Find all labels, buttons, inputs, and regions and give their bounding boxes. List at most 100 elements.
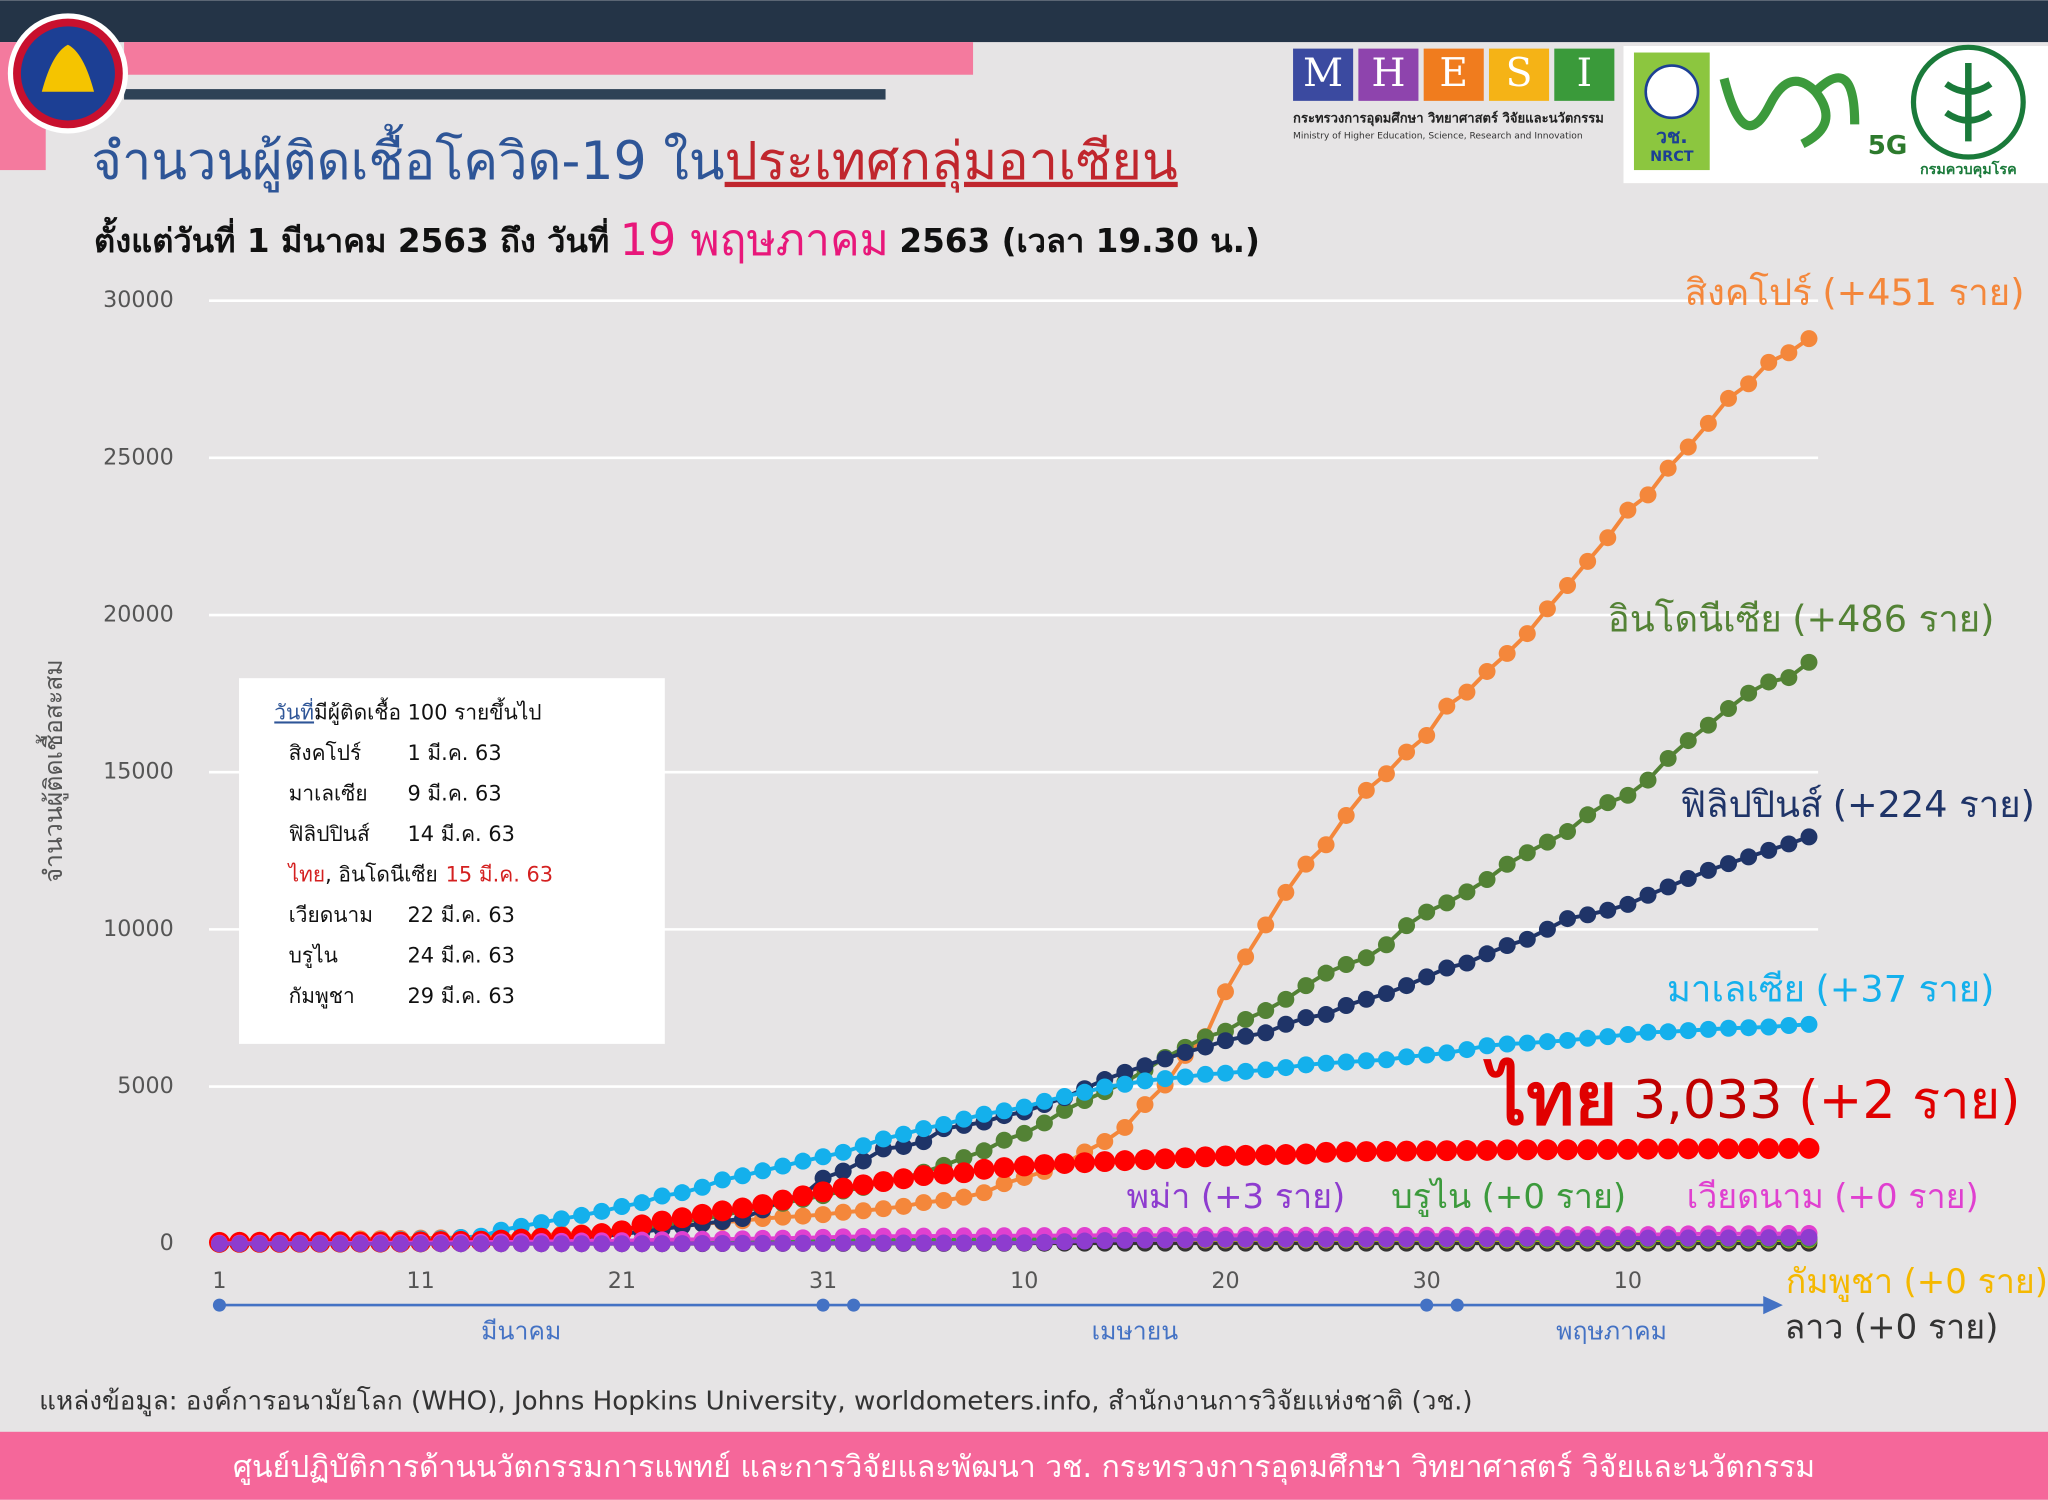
data-point — [1136, 1057, 1154, 1075]
data-point — [874, 1234, 892, 1252]
data-point — [1679, 732, 1697, 750]
data-point — [754, 1162, 772, 1180]
data-point — [1176, 1231, 1194, 1249]
mhesi-box — [1423, 48, 1484, 101]
footer-bar — [0, 1431, 2048, 1500]
data-point — [915, 1234, 933, 1252]
data-point — [1518, 625, 1536, 643]
data-point — [752, 1194, 774, 1216]
subtitle: ตั้งแต่วันที่ 1 มีนาคม 2563 ถึง วันที่ 19… — [94, 215, 1260, 266]
series-label: สิงคโปร์ (+451 ราย) — [1685, 271, 2025, 314]
data-point — [653, 1187, 671, 1205]
series-name: บรูไน — [1391, 1176, 1471, 1216]
data-point — [955, 1149, 973, 1167]
inset-country: ไทย — [287, 862, 326, 886]
data-point — [1337, 1230, 1355, 1248]
data-point — [1216, 1064, 1234, 1082]
mhesi-thai: กระทรวงการอุดมศึกษา วิทยาศาสตร์ วิจัยและ… — [1293, 111, 1604, 127]
data-point — [1619, 895, 1637, 913]
data-point — [1156, 1070, 1174, 1088]
data-point — [1355, 1141, 1377, 1163]
data-point — [1076, 1083, 1094, 1101]
data-point — [1498, 855, 1516, 873]
inset-background — [239, 678, 665, 1044]
data-point — [651, 1210, 673, 1232]
data-point — [1800, 653, 1818, 671]
data-point — [392, 1235, 410, 1253]
series-label: เวียดนาม (+0 ราย) — [1687, 1176, 1979, 1216]
data-point — [1398, 1048, 1416, 1066]
series-label: ลาว (+0 ราย) — [1785, 1307, 1999, 1347]
data-point — [1357, 1230, 1375, 1248]
data-point — [1317, 964, 1335, 982]
data-point — [995, 1102, 1013, 1120]
x-tick-label: 21 — [608, 1268, 636, 1294]
data-point — [1377, 765, 1395, 783]
data-point — [1559, 910, 1577, 928]
data-point — [1679, 438, 1697, 456]
data-point — [852, 1174, 874, 1196]
mhesi-letter: S — [1506, 51, 1533, 96]
data-point — [1778, 1137, 1800, 1159]
data-point — [1538, 1033, 1556, 1051]
data-point — [1780, 1229, 1798, 1247]
data-point — [1538, 833, 1556, 851]
data-point — [1740, 1229, 1758, 1247]
data-point — [593, 1235, 611, 1253]
data-point — [573, 1235, 591, 1253]
data-point — [1337, 956, 1355, 974]
ddc-emblem — [1944, 62, 1993, 142]
data-point — [895, 1137, 913, 1155]
data-point — [874, 1200, 892, 1218]
data-point — [1074, 1152, 1096, 1174]
month-end — [1420, 1298, 1434, 1312]
data-point — [1800, 330, 1818, 348]
mhesi-box — [1554, 48, 1615, 101]
data-point — [814, 1148, 832, 1166]
data-point — [1398, 1230, 1416, 1248]
data-point — [671, 1207, 693, 1229]
data-point — [1418, 1230, 1436, 1248]
data-point — [1257, 1024, 1275, 1042]
inset-country: เวียดนาม — [289, 903, 373, 927]
data-point — [1679, 870, 1697, 888]
series-label: อินโดนีเซีย (+486 ราย) — [1608, 597, 1995, 640]
inset-country: ฟิลิปปินส์ — [289, 822, 370, 846]
data-point — [774, 1234, 792, 1252]
data-point — [1720, 1019, 1737, 1037]
data-point — [1518, 930, 1536, 948]
ddc-name: กรมควบคุมโรค — [1920, 160, 2017, 178]
series-name: ฟิลิปปินส์ — [1680, 783, 1822, 826]
data-point — [1619, 1229, 1637, 1247]
data-point — [691, 1203, 713, 1225]
y-tick-label: 5000 — [117, 1073, 173, 1099]
data-point — [1478, 945, 1496, 963]
data-point — [975, 1184, 993, 1202]
data-point — [1657, 1138, 1679, 1160]
data-point — [1418, 903, 1436, 921]
data-point — [1176, 1043, 1194, 1061]
y-tick-label: 0 — [160, 1230, 174, 1256]
data-point — [1015, 1098, 1033, 1116]
data-point — [1498, 1035, 1516, 1053]
data-point — [1056, 1101, 1073, 1119]
footer-text: ศูนย์ปฏิบัติการด้านนวัตกรรมการแพทย์ และก… — [233, 1450, 1815, 1486]
data-point — [1134, 1149, 1156, 1171]
data-point — [1559, 1031, 1577, 1049]
data-point — [834, 1143, 852, 1161]
data-point — [1056, 1088, 1073, 1105]
data-point — [271, 1235, 289, 1253]
data-point — [1216, 983, 1234, 1001]
data-point — [1579, 552, 1597, 570]
data-point — [1740, 684, 1758, 702]
data-point — [1277, 883, 1295, 901]
data-point — [1639, 1229, 1657, 1247]
series-name: อินโดนีเซีย — [1608, 597, 1782, 640]
data-point — [1800, 828, 1818, 846]
data-point — [1277, 1015, 1295, 1033]
data-point — [754, 1234, 772, 1252]
data-point — [1255, 1144, 1277, 1166]
data-point — [1538, 1229, 1556, 1247]
data-point — [1237, 1230, 1255, 1248]
